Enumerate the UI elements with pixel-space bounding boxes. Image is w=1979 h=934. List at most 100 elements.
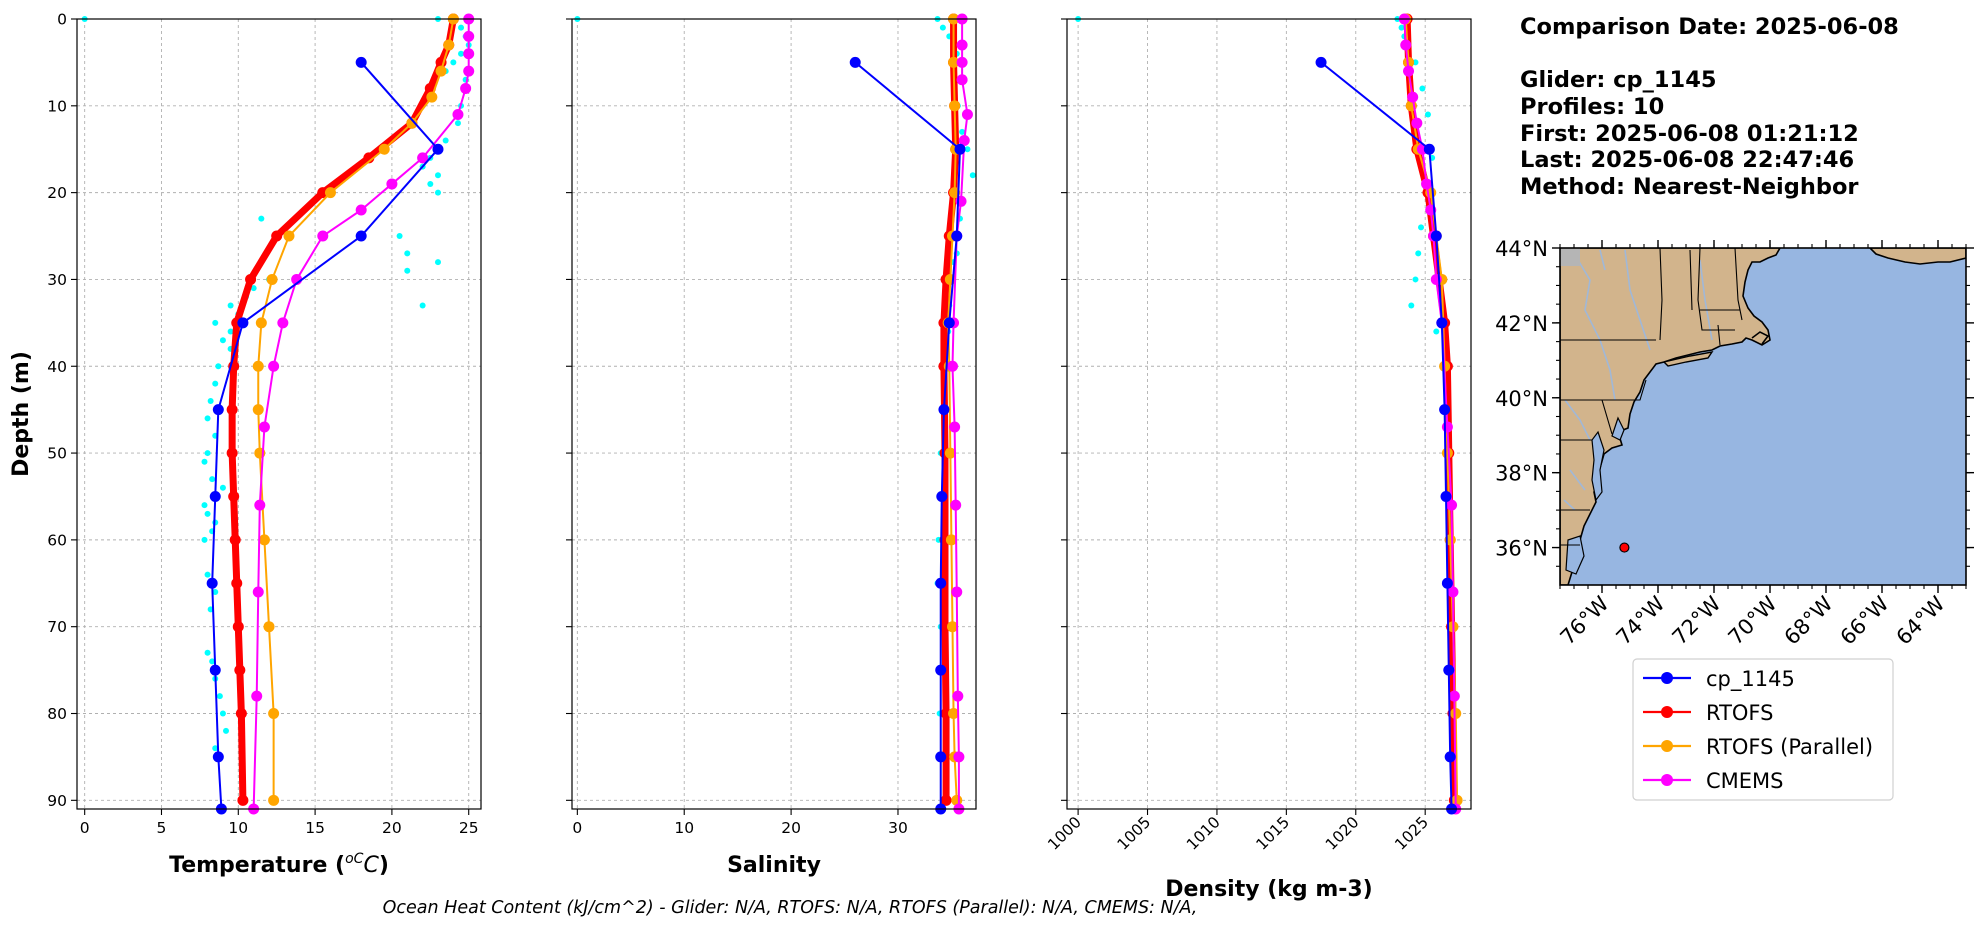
series-point-cp-1145 <box>1443 664 1455 676</box>
y-tick-label: 40 <box>47 358 67 376</box>
legend-label-cmems: CMEMS <box>1706 769 1784 793</box>
series-point-cp-1145 <box>1430 230 1442 242</box>
map-delaware-bay <box>1611 416 1625 441</box>
comparison-date: Comparison Date: 2025-06-08 <box>1520 14 1899 40</box>
series-point-cmems <box>386 178 398 190</box>
map-lon-label: 70°W <box>1724 591 1782 649</box>
series-point-rtofs <box>245 273 257 285</box>
glider-scatter-point <box>1418 224 1425 231</box>
series-point-cmems <box>953 751 965 763</box>
glider-scatter-point <box>454 120 461 127</box>
series-point-cmems <box>463 65 475 77</box>
series-point-cmems <box>952 690 964 702</box>
series-point-cp-1145 <box>1423 143 1435 155</box>
series-point-rtofs-parallel <box>435 65 447 77</box>
series-point-cp-1145 <box>935 664 947 676</box>
series-point-cmems <box>417 152 429 164</box>
y-tick-label: 30 <box>47 271 67 289</box>
glider-scatter-point <box>201 536 208 543</box>
glider-scatter-point <box>201 502 208 509</box>
y-tick-label: 20 <box>47 184 67 202</box>
x-tick-label: 10 <box>674 819 694 837</box>
glider-scatter-point <box>201 458 208 465</box>
y-tick-label: 60 <box>47 531 67 549</box>
series-point-rtofs <box>229 534 241 546</box>
map-lat-label: 44°N <box>1495 237 1548 261</box>
series-point-cmems <box>251 690 263 702</box>
series-point-rtofs-parallel <box>443 39 455 51</box>
glider-scatter-point <box>939 24 946 31</box>
series-point-rtofs-parallel <box>268 708 280 720</box>
first-time: First: 2025-06-08 01:21:12 <box>1520 120 1859 147</box>
glider-scatter-point <box>434 259 441 266</box>
series-point-rtofs <box>940 794 952 806</box>
glider-scatter-point <box>1408 302 1415 309</box>
map-lat-label: 40°N <box>1495 387 1548 411</box>
series-point-rtofs-parallel <box>406 117 418 129</box>
series-point-rtofs-parallel <box>252 360 264 372</box>
glider-scatter-point <box>219 484 226 491</box>
series-point-cp-1145 <box>212 404 224 416</box>
series-point-cp-1145 <box>1444 751 1456 763</box>
series-line-rtofs <box>228 15 457 804</box>
series-point-cmems <box>951 586 963 598</box>
glider-scatter-point <box>427 180 434 187</box>
series-line-rtofs-parallel <box>257 18 455 802</box>
glider-scatter-point <box>204 571 211 578</box>
glider-scatter-point <box>227 328 234 335</box>
series-point-cmems <box>463 48 475 60</box>
glider-scatter-point <box>204 450 211 457</box>
glider-scatter-point <box>212 380 219 387</box>
glider-location-marker <box>1619 542 1630 553</box>
series-point-cp-1145 <box>935 751 947 763</box>
glider-scatter-point <box>219 710 226 717</box>
x-axis-label: Temperature (oCC) <box>169 851 389 878</box>
glider-scatter-point <box>450 59 457 66</box>
series-point-rtofs-parallel <box>1441 447 1453 459</box>
series-point-cp-1145 <box>1439 404 1451 416</box>
series-point-rtofs-parallel <box>324 187 336 199</box>
series-point-cmems <box>1407 91 1419 103</box>
series-point-cmems <box>258 421 270 433</box>
series-point-cmems <box>277 317 289 329</box>
x-tick-label: 0 <box>80 819 90 837</box>
series-point-rtofs-parallel <box>1450 708 1462 720</box>
x-tick-label: 1025 <box>1391 813 1432 854</box>
map-cape-cod <box>1751 331 1770 345</box>
series-point-cmems <box>268 360 280 372</box>
map-long-island <box>1662 351 1714 367</box>
series-point-cmems <box>956 56 968 68</box>
legend: cp_1145 RTOFS RTOFS (Parallel) CMEMS <box>1632 658 1894 801</box>
salinity-panel: 0 10 20 30 Salinity <box>566 13 977 878</box>
series-point-cp-1145 <box>936 490 948 502</box>
y-tick-label: 80 <box>47 705 67 723</box>
glider-scatter-point <box>212 319 219 326</box>
legend-label-rtofs-parallel: RTOFS (Parallel) <box>1706 735 1873 759</box>
series-point-cmems <box>252 586 264 598</box>
method: Method: Nearest-Neighbor <box>1520 174 1859 201</box>
legend-label-rtofs: RTOFS <box>1706 701 1773 725</box>
map-chesapeake <box>1591 430 1605 502</box>
glider-scatter-point <box>458 24 465 31</box>
series-point-cp-1145 <box>209 490 221 502</box>
series-point-rtofs <box>226 404 238 416</box>
series-point-rtofs-parallel <box>949 100 961 112</box>
glider-scatter-point <box>458 50 465 57</box>
series-point-cmems <box>1421 178 1433 190</box>
series-point-cmems <box>958 135 970 147</box>
y-tick-label: 70 <box>47 618 67 636</box>
x-tick-label: 1010 <box>1183 813 1224 854</box>
series-point-cmems <box>1403 65 1415 77</box>
glider-scatter-point <box>404 250 411 257</box>
series-point-rtofs <box>317 187 329 199</box>
series-line-cmems <box>1403 18 1457 810</box>
map-lon-label: 68°W <box>1780 591 1838 649</box>
x-tick-label: 5 <box>157 819 167 837</box>
glider-scatter-point <box>209 658 216 665</box>
series-point-rtofs-parallel <box>258 534 270 546</box>
map-lon-label: 74°W <box>1612 591 1670 649</box>
series-line-cp-1145 <box>854 61 961 810</box>
legend-label-cp-1145: cp_1145 <box>1706 667 1795 692</box>
series-line-cp-1145 <box>1320 61 1453 810</box>
